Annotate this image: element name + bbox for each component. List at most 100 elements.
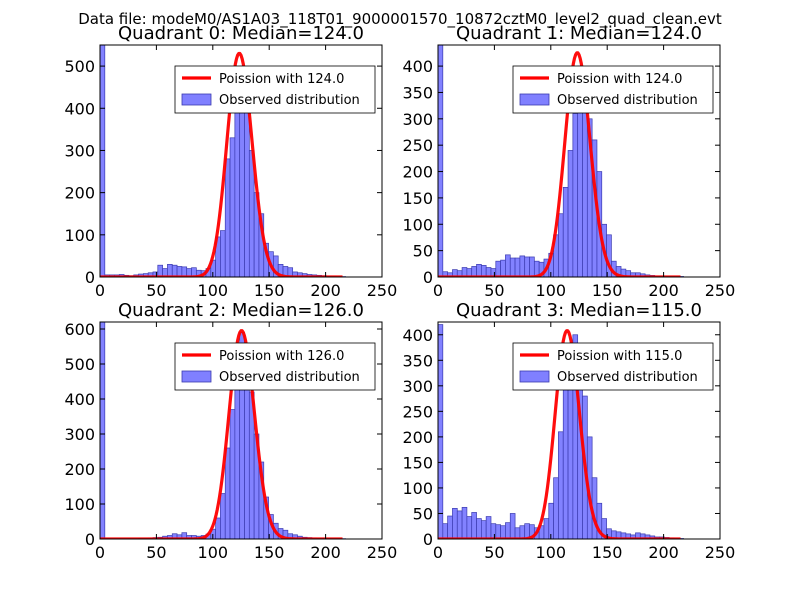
legend-poisson-label: Poission with 115.0: [557, 349, 682, 364]
y-tick-label: 100: [402, 479, 433, 498]
y-tick-label: 200: [402, 163, 433, 182]
legend-poisson-label: Poission with 126.0: [219, 349, 344, 364]
poisson-curve: [100, 51, 343, 277]
histogram-bar: [224, 158, 231, 277]
y-tick-label: 400: [402, 326, 433, 345]
histogram-bar: [452, 508, 458, 539]
legend-poisson-label: Poission with 124.0: [219, 72, 344, 87]
x-tick-label: 100: [198, 543, 229, 562]
histogram-bar: [495, 260, 501, 277]
legend-observed-label: Observed distribution: [219, 370, 360, 385]
legend-poisson-label: Poission with 124.0: [557, 72, 682, 87]
y-tick-label: 0: [423, 268, 433, 287]
x-tick-label: 150: [592, 543, 623, 562]
y-tick-label: 0: [423, 530, 433, 549]
histogram-bar: [495, 524, 501, 539]
y-tick-label: 500: [64, 355, 95, 374]
y-tick-label: 400: [64, 390, 95, 409]
axes-frame: [99, 44, 383, 278]
x-tick-label: 50: [146, 543, 166, 562]
histogram-bar: [514, 527, 521, 539]
x-tick-label: 50: [484, 543, 504, 562]
y-tick-label: 200: [402, 428, 433, 447]
histogram-bar: [466, 516, 473, 539]
histogram-bar: [234, 374, 241, 539]
suptitle: Data file: modeM0/AS1A03_118T01_90000015…: [78, 10, 722, 29]
histogram-bar: [438, 45, 444, 277]
histogram-bar: [447, 515, 453, 539]
histogram-bar: [167, 264, 173, 277]
histogram-bar: [234, 99, 241, 277]
y-tick-label: 50: [413, 242, 433, 261]
histogram-bar: [471, 512, 477, 539]
histogram-bar: [529, 256, 535, 277]
chart-panel-2: 0 50 100 150 200 250 0 100 200 300 400 500 600 Quadra…: [64, 300, 397, 562]
histogram-bar: [476, 264, 482, 277]
histogram-bar: [481, 520, 487, 539]
y-tick-label: 0: [85, 530, 95, 549]
histogram-bar: [558, 213, 564, 277]
x-tick-label: 200: [310, 281, 341, 300]
histogram-bar: [558, 431, 564, 539]
y-tick-label: 600: [64, 320, 95, 339]
histogram-bar: [509, 257, 516, 277]
x-tick-label: 200: [310, 543, 341, 562]
y-tick-label: 400: [64, 99, 95, 118]
histogram-bar: [220, 230, 226, 277]
x-tick-label: 0: [95, 281, 105, 300]
histogram-bar: [476, 518, 482, 539]
histogram-bar: [229, 409, 236, 539]
histogram-bar: [572, 113, 579, 277]
x-tick-label: 200: [648, 543, 679, 562]
x-tick-label: 250: [367, 543, 398, 562]
chart-panel-3: 0 50 100 150 200 250 0 50 100 150 200 250 300 350 400 Q…: [402, 300, 735, 562]
x-tick-label: 250: [367, 281, 398, 300]
y-tick-label: 200: [64, 460, 95, 479]
axes-frame: [437, 44, 721, 278]
x-tick-label: 250: [705, 281, 736, 300]
histogram-bar: [490, 523, 497, 539]
x-tick-label: 150: [254, 281, 285, 300]
histogram-bar: [514, 257, 521, 277]
panels: 0 50 100 150 200 2500100200300400500Quadrant …: [64, 23, 735, 562]
histogram-bar: [481, 265, 487, 277]
histogram-bar: [543, 518, 550, 539]
y-tick-label: 200: [64, 184, 95, 203]
histogram-bar: [500, 259, 506, 277]
histogram-bar: [519, 255, 526, 277]
histogram-bar: [562, 187, 569, 277]
x-tick-label: 100: [198, 281, 229, 300]
histogram-bar: [519, 525, 526, 539]
legend-observed-swatch: [181, 93, 212, 106]
panel-title: Quadrant 1: Median=124.0: [456, 23, 702, 44]
y-tick-label: 300: [64, 141, 95, 160]
x-tick-label: 100: [536, 543, 567, 562]
y-tick-label: 100: [64, 226, 95, 245]
legend-observed-swatch: [519, 93, 550, 106]
x-tick-label: 150: [592, 281, 623, 300]
legend-observed-swatch: [181, 370, 212, 383]
histogram-bar: [548, 502, 554, 539]
x-tick-label: 100: [536, 281, 567, 300]
axes-frame: [99, 321, 383, 540]
legend: Poission with 124.0 Observed distribution: [512, 65, 714, 114]
y-tick-label: 0: [85, 268, 95, 287]
y-tick-label: 300: [64, 425, 95, 444]
histogram-bar: [100, 45, 106, 277]
y-tick-label: 100: [402, 215, 433, 234]
plot-area: [100, 45, 346, 277]
y-tick-label: 350: [402, 83, 433, 102]
y-tick-label: 300: [402, 377, 433, 396]
histogram-bar: [505, 254, 511, 277]
x-tick-label: 250: [705, 543, 736, 562]
histogram-bar: [157, 264, 163, 277]
y-tick-label: 250: [402, 136, 433, 155]
y-tick-label: 100: [64, 495, 95, 514]
y-tick-label: 50: [413, 504, 433, 523]
histogram-bar: [485, 516, 492, 539]
histogram-bar: [553, 477, 559, 539]
legend: Poission with 115.0 Observed distribution: [512, 342, 714, 391]
x-tick-label: 200: [648, 281, 679, 300]
x-tick-label: 0: [433, 281, 443, 300]
